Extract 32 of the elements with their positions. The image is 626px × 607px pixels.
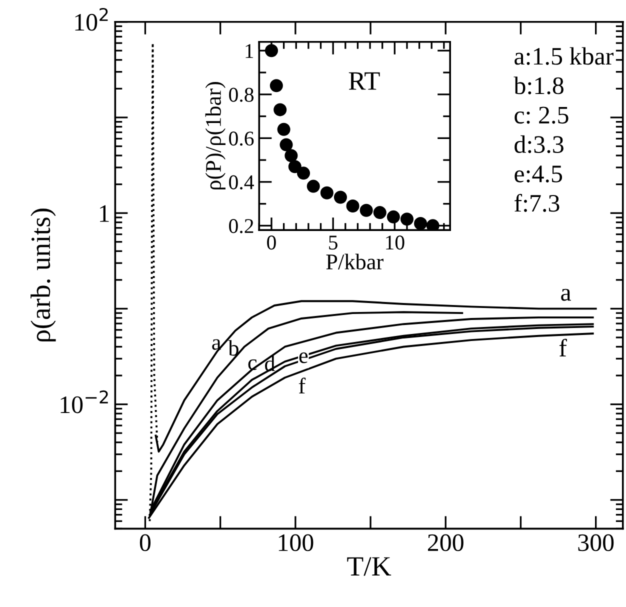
annotation: d:3.3	[514, 135, 564, 154]
y-tick-label: 0.6	[229, 132, 254, 146]
annotation: e:4.5	[514, 166, 562, 182]
text: a	[212, 339, 221, 350]
y-tick-label: 10$^{2}$	[75, 8, 108, 31]
x-tick-label: 200	[428, 534, 464, 552]
y-axis-title: ρ(P)/ρ(1bar)	[205, 82, 226, 190]
annotation: b:1.8	[514, 76, 564, 94]
x-axis-title: P/kbar	[326, 254, 384, 270]
x-tick-label: 5	[329, 236, 338, 250]
y-tick-label: 0.2	[229, 219, 254, 234]
series-label: b	[228, 340, 238, 356]
annotation: c: 2.5	[514, 106, 568, 124]
x-tick-label: 10	[386, 236, 404, 250]
x-tick-label: 0	[140, 534, 151, 552]
x-tick-label: 300	[578, 534, 614, 552]
y-tick-label: 0.8	[229, 88, 254, 102]
x-tick-label: 100	[278, 534, 314, 552]
legend-label: a	[561, 288, 571, 301]
annotation: f:7.3	[514, 194, 560, 212]
x-axis-title: T/K	[347, 557, 392, 576]
y-axis-title: ρ(arb. units)	[30, 208, 56, 342]
text: f	[298, 378, 306, 394]
annotation: a:1.5 kbar	[514, 47, 614, 65]
x-tick-label: 0	[267, 236, 276, 250]
y-tick-label: 1	[100, 205, 109, 222]
y-tick-label: 10$^{−2}$	[60, 390, 108, 414]
y-tick-label: 0.4	[229, 175, 254, 190]
legend-label: f	[559, 338, 567, 356]
y-tick-label: 1	[246, 44, 254, 58]
series-label: e	[299, 352, 308, 364]
annotation: RT	[348, 72, 380, 90]
